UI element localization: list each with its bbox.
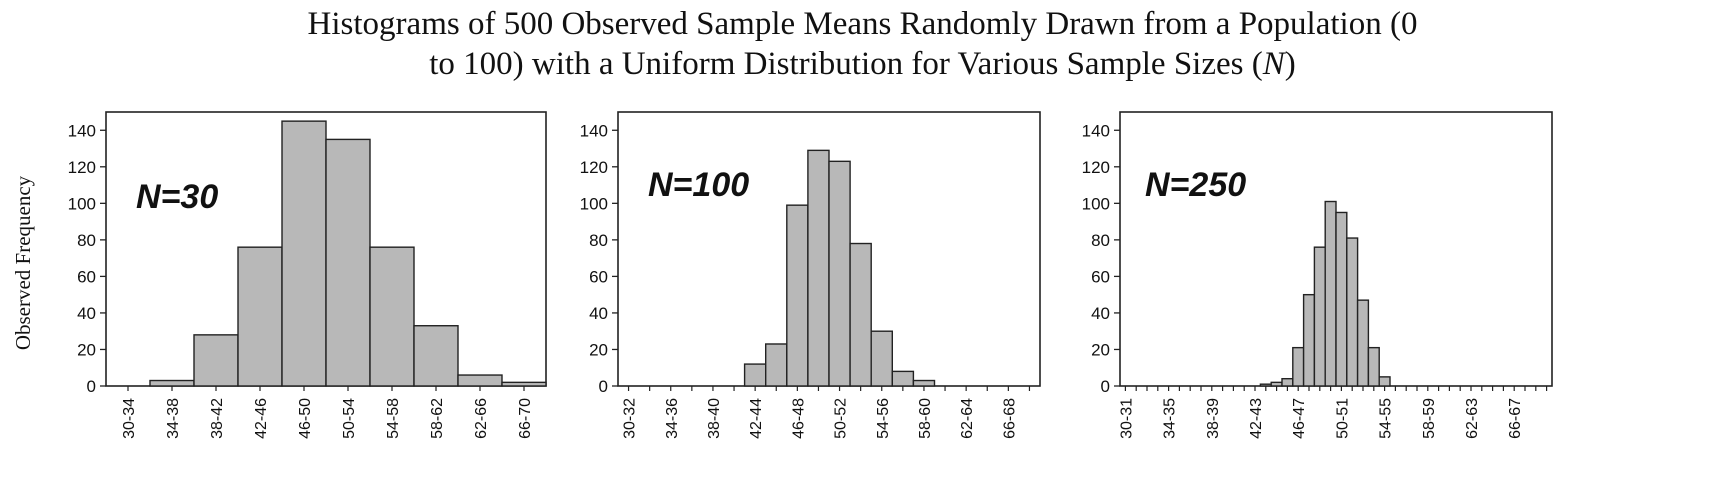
x-tick-label: 62-63 [1464,398,1481,439]
y-tick-label: 80 [589,231,608,250]
chart-title: Histograms of 500 Observed Sample Means … [0,0,1725,84]
x-tick-label: 42-44 [748,398,765,439]
y-tick-label: 20 [589,340,608,359]
histogram-bar [1324,200,1337,387]
x-tick-label: 54-55 [1378,398,1395,439]
y-tick-label: 140 [68,121,96,140]
histogram-bar [849,242,872,387]
y-tick-label: 100 [68,194,96,213]
x-tick-label: 30-31 [1118,398,1135,439]
x-tick-label: 50-52 [833,398,850,439]
histogram-bar [912,379,936,387]
histogram-bar [1346,237,1359,387]
x-tick-label: 34-38 [165,398,182,439]
x-tick-label: 42-43 [1248,398,1265,439]
y-axis-label: Observed Frequency [11,175,35,350]
histogram-panel-2: 0 20 40 60 80 100 120 140 30-32 34-36 38-40 42-44 46… [580,111,1041,439]
y-tick-label: 80 [1091,231,1110,250]
x-tick-label: 38-39 [1205,398,1222,439]
histogram-bar [501,381,547,387]
title-line-2-text: to 100) with a Uniform Distribution for … [429,46,1263,82]
histogram-bar [743,363,767,387]
x-tick-label: 66-68 [1001,398,1018,439]
x-tick-label: 54-58 [385,398,402,439]
title-line-2-end: ) [1284,46,1296,82]
panel-label: N=100 [648,166,749,204]
x-tick-label: 62-66 [473,398,490,439]
histogram-bar [786,204,809,387]
x-tick-label: 66-67 [1507,398,1524,439]
y-tick-label: 100 [580,194,608,213]
panel-label: N=250 [1145,166,1246,204]
title-variable-n: N [1262,46,1285,82]
y-tick-label: 120 [68,158,96,177]
x-tick-label: 46-47 [1291,398,1308,439]
x-tick-label: 38-42 [209,398,226,439]
y-tick-label: 60 [589,267,608,286]
histogram-bar [1292,346,1305,387]
histogram-bar [457,374,503,387]
y-tick-label: 0 [599,377,608,396]
histogram-panel-1: 0 20 40 60 80 100 120 140 30-34 34-38 38-42 42-46 46… [11,111,547,439]
y-tick-label: 20 [77,340,96,359]
title-line-2: to 100) with a Uniform Distribution for … [0,44,1725,84]
histogram-bar [807,149,830,387]
histogram-bar [870,330,894,387]
y-tick-label: 40 [1091,304,1110,323]
x-tick-label: 42-46 [253,398,270,439]
y-tick-label: 20 [1091,340,1110,359]
histogram-bar [1281,377,1294,387]
x-tick-label: 50-54 [341,398,358,439]
histogram-panel-3: 0 20 40 60 80 100 120 140 30-31 34-35 38-39 42-43 46… [1082,111,1553,439]
panel-label: N=30 [136,178,218,216]
y-tick-label: 60 [1091,267,1110,286]
x-tick-label: 50-51 [1334,398,1351,439]
x-tick-label: 62-64 [959,398,976,439]
y-tick-label: 140 [1082,121,1110,140]
y-tick-label: 80 [77,231,96,250]
x-tick-label: 54-56 [875,398,892,439]
histogram-bar [828,160,851,387]
histogram-bar [1313,246,1326,387]
histogram-bar [369,246,415,387]
histogram-bar [891,370,915,387]
histogram-bar [1335,211,1348,387]
x-tick-label: 30-32 [622,398,639,439]
x-tick-label: 58-60 [917,398,934,439]
x-tick-label: 30-34 [121,398,138,439]
histogram-figure: 0 20 40 60 80 100 120 140 30-34 34-38 38-42 42-46 46… [11,111,1553,439]
x-tick-label: 34-36 [664,398,681,439]
histogram-bar [1378,376,1391,387]
histogram-bar [1259,383,1272,387]
histogram-bar [193,334,239,387]
y-tick-label: 40 [589,304,608,323]
x-tick-label: 66-70 [517,398,534,439]
y-tick-label: 100 [1082,194,1110,213]
x-tick-label: 46-48 [790,398,807,439]
title-line-1: Histograms of 500 Observed Sample Means … [307,6,1418,42]
y-tick-label: 140 [580,121,608,140]
histogram-bar [1270,381,1283,387]
x-tick-label: 58-59 [1421,398,1438,439]
y-tick-label: 120 [580,158,608,177]
histogram-bar [765,343,788,387]
x-tick-label: 34-35 [1162,398,1179,439]
histogram-bar [237,246,283,387]
y-tick-label: 0 [1101,377,1110,396]
y-tick-label: 40 [77,304,96,323]
histogram-bar [149,379,195,387]
y-tick-label: 120 [1082,158,1110,177]
histogram-bar [325,138,371,387]
y-tick-label: 0 [87,377,96,396]
histogram-bar [1356,299,1370,387]
histogram-bar [1367,346,1380,387]
histogram-bar [413,325,459,387]
x-tick-label: 46-50 [297,398,314,439]
y-tick-label: 60 [77,267,96,286]
x-tick-label: 38-40 [706,398,723,439]
histogram-bar [1302,293,1316,387]
histogram-bar [281,120,327,387]
x-tick-label: 58-62 [429,398,446,439]
